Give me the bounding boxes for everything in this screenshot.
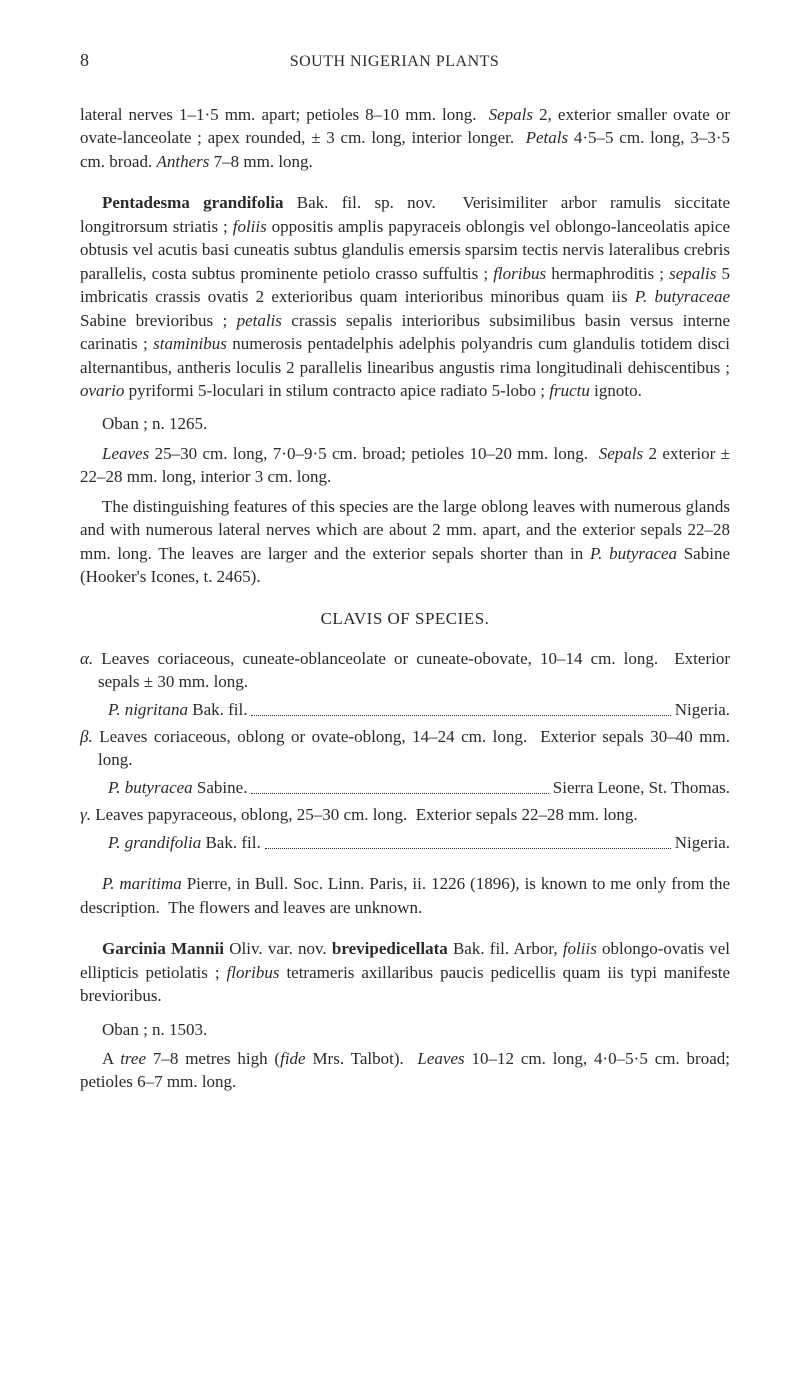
clavis-title: CLAVIS OF SPECIES. — [80, 609, 730, 629]
paragraph-maritima: P. maritima Pierre, in Bull. Soc. Linn. … — [80, 872, 730, 919]
paragraph-distinguishing: The distinguishing features of this spec… — [80, 495, 730, 589]
paragraph-leaves: Leaves 25–30 cm. long, 7·0–9·5 cm. broad… — [80, 442, 730, 489]
paragraph-lateral-nerves: lateral nerves 1–1·5 mm. apart; petioles… — [80, 103, 730, 173]
species-beta: β. Leaves coriaceous, oblong or ovate-ob… — [80, 725, 730, 772]
species-alpha: α. Leaves coriaceous, cuneate-oblanceola… — [80, 647, 730, 694]
species-gamma: γ. Leaves papyraceous, oblong, 25–30 cm.… — [80, 803, 730, 826]
running-title: SOUTH NIGERIAN PLANTS — [59, 53, 730, 71]
species-beta-ref: P. butyracea Sabine. Sierra Leone, St. T… — [80, 776, 730, 799]
paragraph-garcinia: Garcinia Mannii Oliv. var. nov. breviped… — [80, 937, 730, 1007]
paragraph-tree: A tree 7–8 metres high (fide Mrs. Talbot… — [80, 1047, 730, 1094]
species-gamma-ref: P. grandifolia Bak. fil. Nigeria. — [80, 831, 730, 854]
paragraph-oban1: Oban ; n. 1265. — [80, 412, 730, 435]
paragraph-oban2: Oban ; n. 1503. — [80, 1018, 730, 1041]
paragraph-pentadesma: Pentadesma grandifolia Bak. fil. sp. nov… — [80, 191, 730, 402]
species-alpha-ref: P. nigritana Bak. fil. Nigeria. — [80, 698, 730, 721]
